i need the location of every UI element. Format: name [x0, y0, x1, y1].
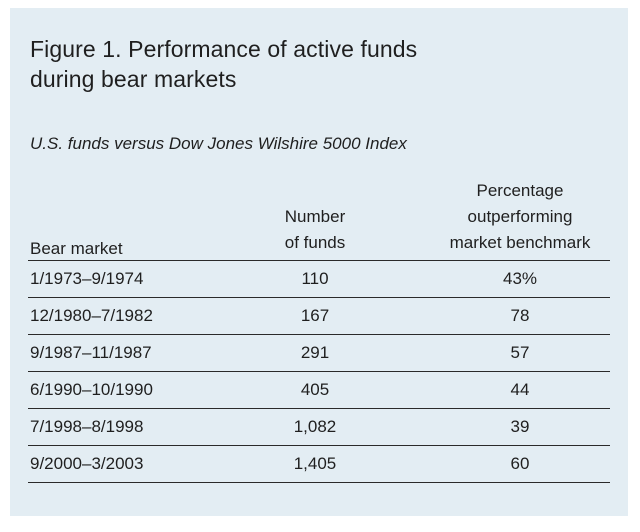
cell-percentage: 39: [510, 417, 530, 436]
cell-percentage: 78: [510, 306, 530, 325]
cell-bear-market: 9/2000–3/2003: [30, 454, 144, 473]
header-number-line-1: Number: [284, 207, 346, 226]
table-header-rule: [28, 260, 610, 261]
cell-percentage: 43%: [502, 269, 538, 288]
header-pct-line-2: outperforming: [467, 207, 573, 226]
table-bottom-rule: [28, 482, 610, 483]
figure-title-line-2: during bear markets: [30, 66, 237, 92]
header-pct-line-3: market benchmark: [449, 233, 591, 252]
table-row: 1/1973–9/1974 110 43%: [10, 262, 628, 296]
cell-percentage: 60: [510, 454, 530, 473]
header-bear-market: Bear market: [30, 236, 123, 262]
cell-number-of-funds: 291: [300, 343, 330, 362]
cell-number-of-funds: 405: [300, 380, 330, 399]
header-percentage-outperforming: Percentage outperforming market benchmar…: [428, 178, 612, 256]
table-row: 9/2000–3/2003 1,405 60: [10, 447, 628, 481]
table-row: 7/1998–8/1998 1,082 39: [10, 410, 628, 444]
cell-number-of-funds: 1,405: [293, 454, 337, 473]
header-number-of-funds: Number of funds: [260, 204, 370, 256]
cell-percentage: 57: [510, 343, 530, 362]
table-row-rule: [28, 334, 610, 335]
figure-title: Figure 1. Performance of active funds du…: [30, 34, 417, 94]
table-row: 9/1987–11/1987 291 57: [10, 336, 628, 370]
cell-bear-market: 6/1990–10/1990: [30, 380, 153, 399]
table-row: 6/1990–10/1990 405 44: [10, 373, 628, 407]
cell-number-of-funds: 1,082: [293, 417, 337, 436]
cell-bear-market: 12/1980–7/1982: [30, 306, 153, 325]
table-row-rule: [28, 371, 610, 372]
cell-number-of-funds: 110: [301, 269, 329, 288]
table-row: 12/1980–7/1982 167 78: [10, 299, 628, 333]
table-row-rule: [28, 445, 610, 446]
cell-percentage: 44: [510, 380, 530, 399]
figure-subtitle: U.S. funds versus Dow Jones Wilshire 500…: [30, 134, 407, 153]
table-row-rule: [28, 297, 610, 298]
cell-number-of-funds: 167: [300, 306, 330, 325]
figure-title-line-1: Figure 1. Performance of active funds: [30, 36, 418, 62]
table-row-rule: [28, 408, 610, 409]
cell-bear-market: 1/1973–9/1974: [30, 269, 144, 288]
cell-bear-market: 7/1998–8/1998: [30, 417, 144, 436]
header-pct-line-1: Percentage: [476, 181, 564, 200]
header-bear-market-label: Bear market: [30, 239, 123, 258]
figure-panel: Figure 1. Performance of active funds du…: [10, 8, 628, 516]
header-number-line-2: of funds: [284, 233, 346, 252]
cell-bear-market: 9/1987–11/1987: [30, 343, 152, 362]
